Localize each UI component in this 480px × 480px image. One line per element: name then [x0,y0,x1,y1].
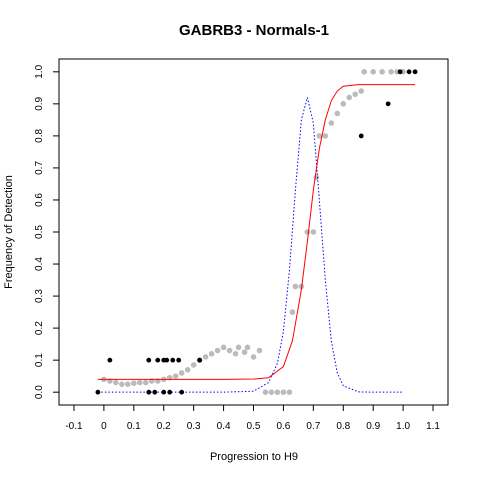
x-tick-label: 0.1 [127,421,141,432]
smoothed-point [214,347,221,354]
smoothed-point [358,88,365,94]
x-axis: -0.1 0 0.1 0.2 0.3 0.4 0.5 0.6 0.7 0.8 0.9 1.0 1.1 [65,405,440,432]
observed-point [170,357,176,363]
smoothed-point [125,381,131,387]
smoothed-point [262,389,269,395]
smoothed-point [244,344,251,351]
series-layer [95,69,418,395]
y-tick-label: 0.0 [34,385,45,399]
sigmoid-fit-curve [97,84,416,380]
observed-point [146,357,152,363]
observed-point [152,389,158,395]
observed-point [146,389,152,395]
x-tick-label: 0.6 [276,421,290,432]
observed-point [397,69,403,75]
x-tick-label: 0.5 [247,421,261,432]
smoothed-point [274,389,281,395]
observed-point [197,357,203,363]
smoothed-point [388,69,394,75]
smoothed-point [190,362,197,368]
y-tick-label: 0.4 [34,257,45,271]
x-tick-label: 0.3 [187,421,201,432]
smoothed-point [316,133,323,139]
x-tick-label: 0.9 [366,421,380,432]
y-axis-label: Frequency of Detection [3,175,15,289]
observed-point [164,357,170,363]
observed-point [358,133,364,139]
smoothed-point [142,379,149,386]
smoothed-point [113,379,119,386]
observed-point [406,69,412,75]
smoothed-point [232,350,239,357]
plot-frame [58,58,449,406]
smoothed-point [352,91,359,98]
x-tick-label: 1.0 [396,421,410,432]
observed-point [412,69,418,75]
y-tick-label: 0.6 [34,193,45,207]
smoothed-point [226,347,233,354]
observed-point [161,389,167,395]
derivative-curve [97,97,404,393]
chart-title: GABRB3 - Normals-1 [179,22,329,39]
y-tick-label: 0.7 [34,161,45,175]
smoothed-point [304,229,311,235]
smoothed-point [361,69,368,75]
x-tick-label: 0.2 [157,421,171,432]
y-axis: 0.0 0.1 0.2 0.3 0.4 0.5 0.6 0.7 0.8 0.9 1.0 [34,64,59,399]
y-tick-label: 0.5 [34,225,45,239]
smoothed-point [346,94,353,101]
smoothed-point [178,370,185,376]
smoothed-point [280,389,287,395]
y-tick-label: 0.8 [34,129,45,143]
smoothed-point [328,120,335,126]
y-tick-label: 0.9 [34,96,45,110]
x-tick-label: 0.7 [306,421,320,432]
smoothed-point [313,174,320,181]
smoothed-point [136,379,143,386]
smoothed-point [220,344,227,351]
observed-point [95,389,101,395]
smoothed-point [370,69,376,75]
smoothed-point [256,347,263,354]
smoothed-point [334,110,341,117]
smoothed-point [172,373,179,379]
observed-point [385,101,391,107]
observed-point [179,389,185,395]
smoothed-point [235,344,242,351]
x-tick-label: 0.4 [217,421,231,432]
smoothed-point [202,354,209,360]
observed-point [176,357,182,363]
smoothed-point [241,349,248,355]
smoothed-point [379,69,385,75]
observed-point [155,357,161,363]
x-tick-label: 1.1 [426,421,440,432]
smoothed-point [250,354,257,360]
smoothed-point [208,350,215,357]
smoothed-point [340,101,347,107]
y-tick-label: 1.0 [34,64,45,78]
y-tick-label: 0.1 [34,353,45,367]
y-tick-label: 0.2 [34,321,45,335]
x-axis-label: Progression to H9 [210,451,298,463]
x-tick-label: 0 [101,421,107,432]
smoothed-point [322,133,329,139]
observed-point [167,389,173,395]
x-tick-label: -0.1 [65,421,83,432]
smoothed-point [289,309,296,315]
smoothed-point [310,229,317,235]
smoothed-point [184,366,191,373]
x-tick-label: 0.8 [336,421,350,432]
smoothed-point [268,389,275,395]
y-tick-label: 0.3 [34,289,45,303]
observed-point [107,357,113,363]
smoothed-point [119,381,125,387]
smoothed-point [286,389,293,395]
smoothed-point [292,283,299,290]
smoothed-point [131,380,137,387]
